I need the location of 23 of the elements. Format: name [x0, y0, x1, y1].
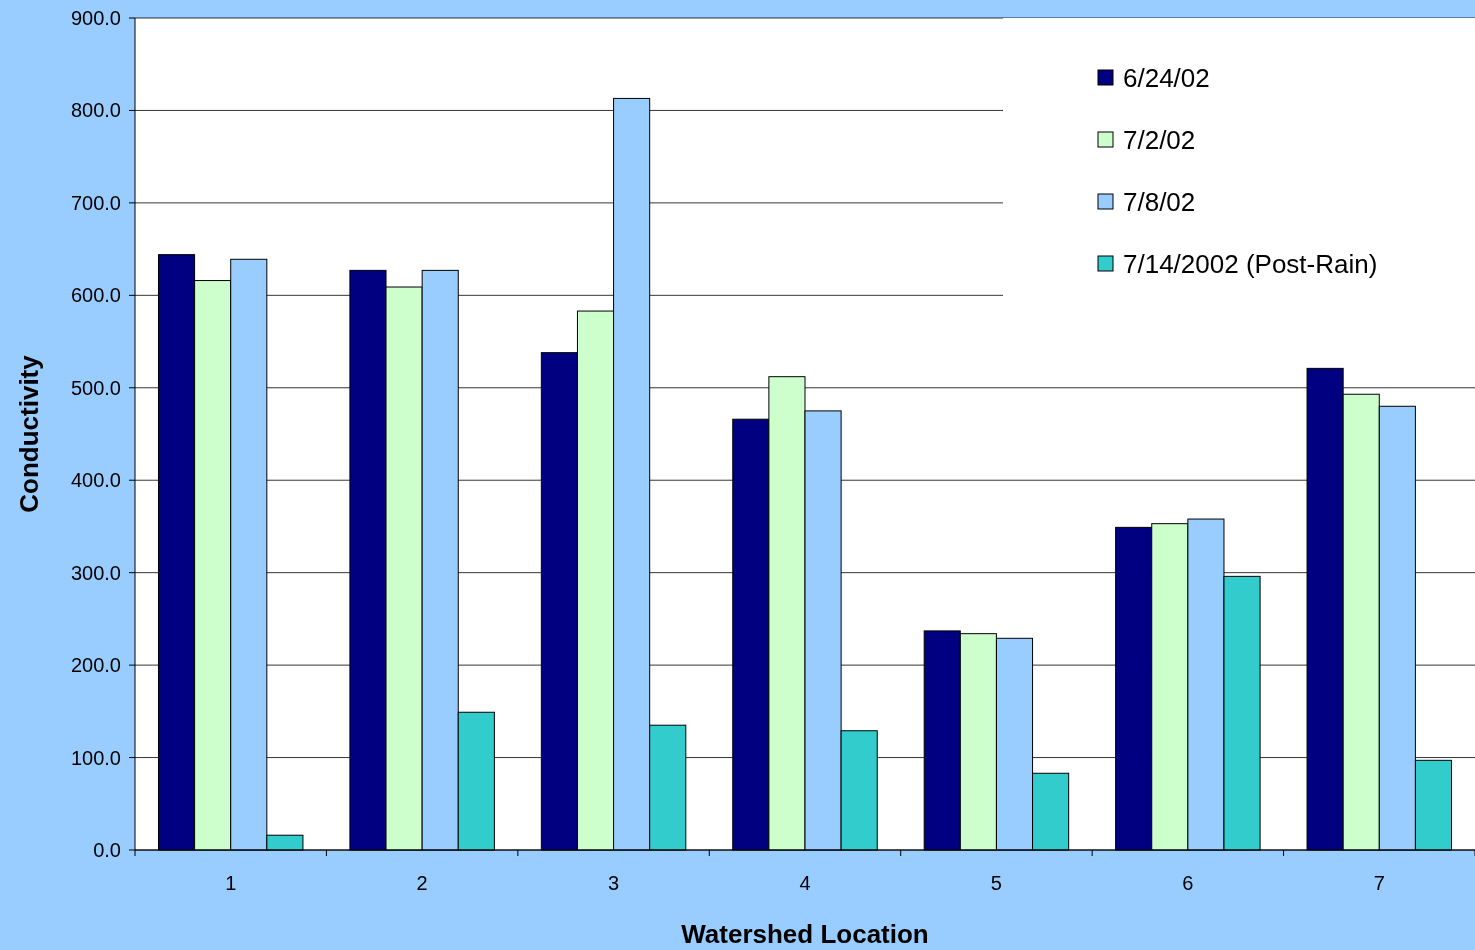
legend-label: 7/8/02	[1123, 187, 1196, 218]
y-tick-label: 800.0	[70, 99, 121, 122]
x-tick-label: 4	[799, 872, 811, 894]
y-tick-label: 500.0	[70, 376, 121, 399]
x-tick-label: 6	[1182, 872, 1194, 894]
y-axis-title: Conductivity	[14, 354, 44, 513]
y-tick-label: 400.0	[70, 469, 121, 492]
y-tick-label: 600.0	[70, 284, 121, 307]
y-tick-label: 200.0	[70, 654, 121, 677]
x-tick-label: 3	[608, 872, 620, 894]
y-tick-label: 300.0	[70, 561, 121, 584]
x-tick-label: 5	[990, 872, 1002, 894]
y-tick-label: 100.0	[70, 746, 121, 769]
x-tick-label: 1	[225, 872, 237, 894]
x-axis-title: Watershed Location	[681, 919, 929, 949]
legend-label: 7/2/02	[1123, 125, 1196, 156]
y-tick-label: 900.0	[70, 7, 121, 29]
legend-label: 7/14/2002 (Post-Rain)	[1123, 249, 1378, 280]
y-tick-label: 700.0	[70, 191, 121, 214]
x-tick-label: 2	[416, 872, 428, 894]
y-tick-label: 0.0	[93, 839, 121, 861]
legend-label: 6/24/02	[1123, 63, 1210, 94]
x-tick-label: 7	[1373, 872, 1385, 894]
